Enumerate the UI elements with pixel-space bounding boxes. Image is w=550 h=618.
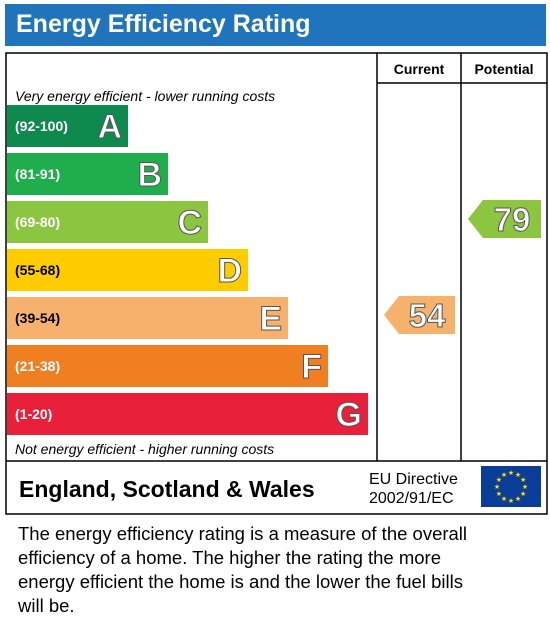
flag-star: ★: [501, 471, 507, 479]
band-letter: E: [259, 300, 282, 338]
flag-star: ★: [494, 483, 500, 491]
band-range-label: (21-38): [15, 358, 60, 374]
band-a: (92-100) A: [7, 105, 128, 147]
flag-star: ★: [496, 490, 502, 498]
band-letter: F: [301, 348, 322, 386]
flag-star: ★: [522, 483, 528, 491]
flag-star: ★: [508, 497, 514, 505]
flag-star: ★: [515, 495, 521, 503]
page-title: Energy Efficiency Rating: [16, 10, 311, 38]
flag-star: ★: [508, 469, 514, 477]
band-bar: [7, 105, 128, 147]
header-bar: Energy Efficiency Rating: [5, 4, 546, 46]
band-range-label: (1-20): [15, 406, 52, 422]
flag-star: ★: [520, 476, 526, 484]
current-rating-arrow: [384, 296, 455, 334]
band-b: (81-91) B: [7, 153, 168, 195]
current-rating-value: 54: [409, 297, 446, 334]
band-range-label: (55-68): [15, 262, 60, 278]
band-d: (55-68) D: [7, 249, 248, 291]
potential-rating-arrow: [468, 200, 541, 238]
band-letter: C: [177, 204, 202, 242]
band-letter: A: [97, 108, 122, 146]
current-rating: 54: [384, 296, 455, 335]
chart-frame: [5, 52, 548, 515]
band-range-label: (39-54): [15, 310, 60, 326]
band-bar: [7, 297, 288, 339]
directive-line-2: 2002/91/EC: [369, 490, 454, 507]
band-bar: [7, 345, 328, 387]
bottom-note: Not energy efficient - higher running co…: [15, 441, 274, 457]
flag-star: ★: [501, 495, 507, 503]
band-letter: G: [336, 396, 362, 434]
band-range-label: (92-100): [15, 118, 68, 134]
rating-bands: (92-100) A (81-91) B (69-80) C (55-68) D (39-54)…: [7, 105, 368, 435]
band-bar: [7, 249, 248, 291]
top-note: Very energy efficient - lower running co…: [15, 88, 275, 104]
flag-star: ★: [520, 490, 526, 498]
band-bar: [7, 153, 168, 195]
flag-star: ★: [515, 471, 521, 479]
current-column-header: Current: [394, 61, 445, 77]
band-bar: [7, 201, 208, 243]
band-e: (39-54) E: [7, 297, 288, 339]
region-label: England, Scotland & Wales: [19, 476, 315, 502]
flag-star: ★: [496, 476, 502, 484]
band-letter: B: [137, 156, 162, 194]
band-bar: [7, 393, 368, 435]
directive-line-1: EU Directive: [369, 471, 458, 488]
band-range-label: (69-80): [15, 214, 60, 230]
potential-rating-value: 79: [494, 201, 531, 238]
footnote-text: The energy efficiency rating is a measur…: [18, 523, 468, 616]
band-g: (1-20) G: [7, 393, 368, 435]
band-f: (21-38) F: [7, 345, 328, 387]
potential-column-header: Potential: [474, 61, 533, 77]
band-c: (69-80) C: [7, 201, 208, 243]
potential-rating: 79: [468, 200, 541, 239]
eu-flag-icon: ★ ★★★★★★★★★★★: [481, 466, 541, 507]
band-range-label: (81-91): [15, 166, 60, 182]
rating-markers: 54 79: [384, 200, 541, 335]
band-letter: D: [217, 252, 242, 290]
